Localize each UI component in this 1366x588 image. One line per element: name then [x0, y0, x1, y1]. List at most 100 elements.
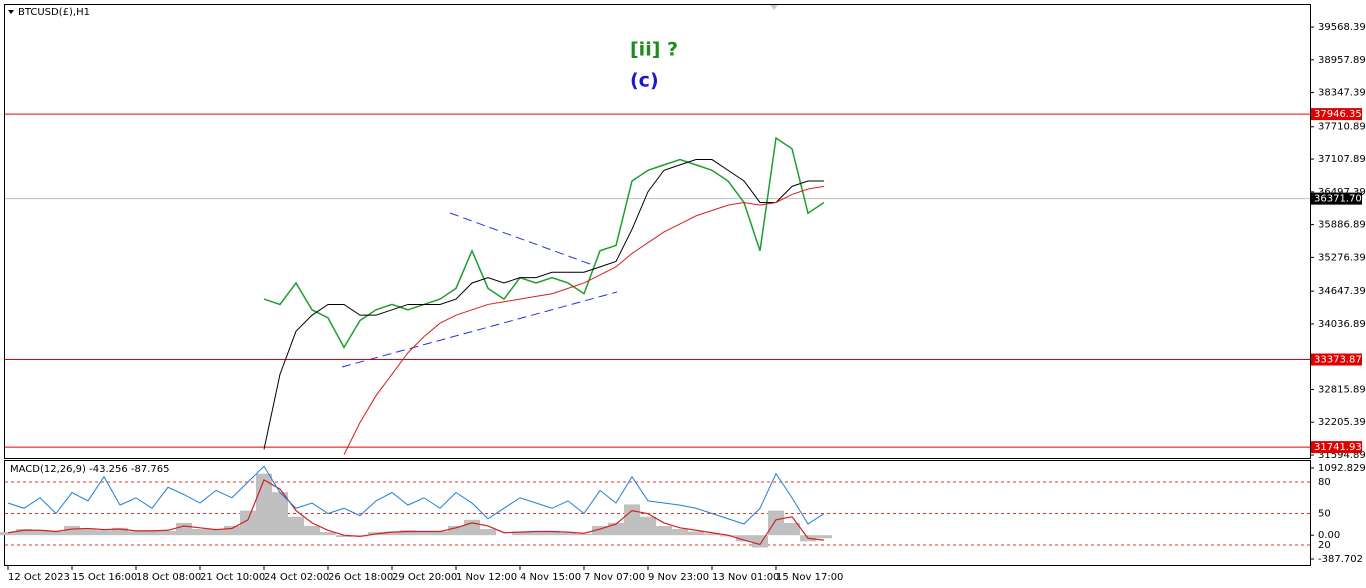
macd-bar: [48, 531, 64, 536]
macd-bar: [160, 530, 176, 536]
macd-bar: [672, 529, 688, 536]
y-tick-label: 39568.39: [1318, 22, 1366, 33]
x-tick-label: 29 Oct 20:00: [392, 572, 457, 583]
macd-bar: [80, 529, 96, 536]
macd-bar: [240, 510, 256, 536]
macd-bar: [416, 530, 432, 536]
macd-bar: [192, 529, 208, 536]
macd-bar: [688, 531, 704, 536]
x-tick-label: 4 Nov 15:00: [520, 572, 581, 583]
macd-bar: [432, 531, 448, 536]
trendline: [449, 212, 591, 265]
level-tag: [1311, 108, 1362, 121]
y-tick-label: 38347.39: [1318, 88, 1366, 99]
moving-average: [263, 159, 824, 450]
macd-bar: [112, 527, 128, 536]
y-tick-label: 38957.89: [1318, 55, 1366, 66]
y-tick-label: 36497.39: [1318, 187, 1366, 198]
level-tag-label: 36371.70: [1314, 194, 1362, 205]
macd-bar: [304, 525, 320, 536]
y-tick-label: 37107.89: [1318, 154, 1366, 165]
macd-bar: [816, 535, 832, 539]
x-tick-label: 1 Nov 12:00: [456, 572, 517, 583]
macd-bar: [656, 525, 672, 536]
menu-arrow[interactable]: [8, 10, 14, 14]
x-tick-label: 15 Oct 16:00: [72, 572, 137, 583]
macd-bar: [64, 525, 80, 536]
macd-bar: [336, 535, 352, 538]
level-tag-label: 37946.35: [1314, 109, 1362, 120]
oscillator-tick-label: 80: [1318, 477, 1331, 488]
level-tag: [1311, 353, 1362, 366]
macd-bar: [320, 532, 336, 536]
trendline: [341, 291, 618, 368]
macd-bar: [128, 531, 144, 536]
y-tick-label: 32205.39: [1318, 417, 1366, 428]
y-tick-label: 34036.89: [1318, 319, 1366, 330]
y-tick-label: 32815.89: [1318, 384, 1366, 395]
macd-bar: [224, 525, 240, 536]
x-tick-label: 15 Nov 17:00: [776, 572, 843, 583]
oscillator-tick-label: 20: [1318, 540, 1331, 551]
level-tag: [1311, 192, 1362, 205]
x-tick-label: 21 Oct 10:00: [200, 572, 265, 583]
macd-bar: [640, 516, 656, 536]
macd-bar: [528, 532, 544, 536]
macd-bar: [400, 530, 416, 536]
scroll-marker: [770, 5, 778, 10]
macd-bar: [544, 530, 560, 536]
macd-bar: [752, 535, 768, 548]
macd-label: MACD(12,26,9) -43.256 -87.765: [10, 464, 170, 475]
oscillator-line: [7, 465, 825, 525]
macd-bar: [0, 532, 16, 536]
macd-bar: [16, 529, 32, 536]
macd-frame: [4, 460, 1311, 566]
macd-bar: [384, 531, 400, 536]
wave-label: [ii] ?: [630, 39, 678, 61]
price-frame: [4, 4, 1311, 459]
oscillator-tick-label: 50: [1318, 509, 1331, 520]
x-tick-label: 7 Nov 07:00: [584, 572, 645, 583]
macd-bar: [704, 533, 720, 536]
macd-tick-label: -387.702: [1318, 554, 1363, 565]
symbol-title: BTCUSD(£),H1: [18, 7, 90, 18]
macd-bar: [576, 533, 592, 536]
macd-tick-label: 0.00: [1318, 530, 1340, 541]
y-tick-label: 35276.39: [1318, 252, 1366, 263]
macd-bar: [144, 530, 160, 536]
macd-bar: [96, 530, 112, 536]
level-tag-label: 31741.93: [1314, 442, 1362, 453]
macd-bar: [448, 525, 464, 536]
macd-bar: [560, 532, 576, 536]
moving-average: [343, 185, 825, 455]
macd-bar: [352, 535, 368, 537]
x-tick-label: 26 Oct 18:00: [328, 572, 393, 583]
macd-bar: [480, 529, 496, 536]
macd-bar: [32, 530, 48, 536]
macd-bar: [208, 529, 224, 536]
macd-bar: [592, 525, 608, 536]
macd-bar: [784, 522, 800, 536]
macd-bar: [176, 522, 192, 536]
x-tick-label: 9 Nov 23:00: [648, 572, 709, 583]
signal-line: [7, 479, 825, 546]
macd-bar: [288, 516, 304, 536]
x-tick-label: 13 Nov 01:00: [712, 572, 779, 583]
macd-bar: [512, 531, 528, 536]
macd-bar: [768, 510, 784, 536]
x-tick-label: 18 Oct 08:00: [136, 572, 201, 583]
macd-bar: [464, 519, 480, 536]
price-line: [263, 136, 825, 349]
x-tick-label: 12 Oct 2023: [8, 572, 70, 583]
level-tag-label: 33373.87: [1314, 355, 1362, 366]
x-tick-label: 24 Oct 02:00: [264, 572, 329, 583]
macd-tick-label: 1092.829: [1318, 463, 1366, 474]
level-tag: [1311, 441, 1362, 454]
y-tick-label: 31594.89: [1318, 450, 1366, 461]
macd-bar: [272, 492, 288, 536]
wave-label: (c): [630, 70, 659, 92]
y-tick-label: 35886.89: [1318, 220, 1366, 231]
y-tick-label: 37710.89: [1318, 122, 1366, 133]
macd-bar: [736, 535, 752, 542]
